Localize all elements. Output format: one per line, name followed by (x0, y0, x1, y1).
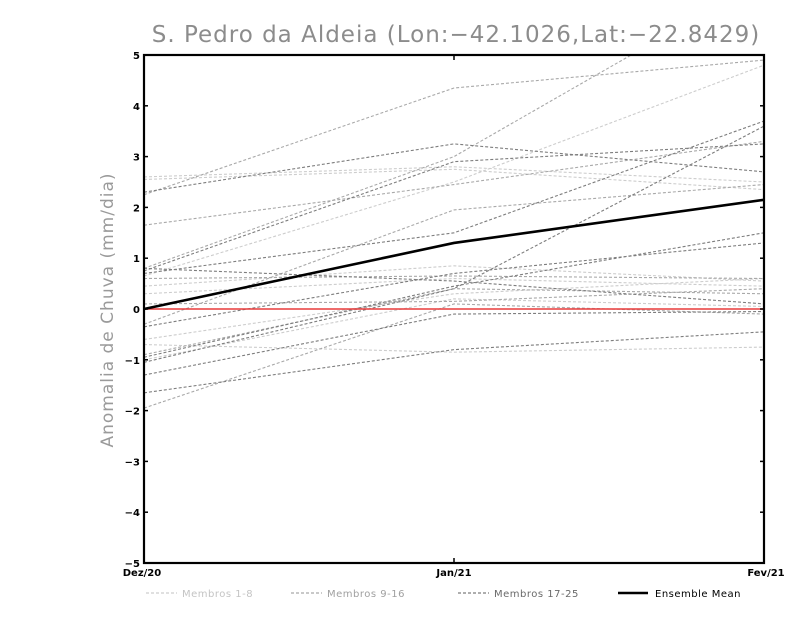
member-line-group1-4 (144, 265, 764, 287)
y-tick-label: −3 (125, 457, 140, 468)
y-tick-label: −2 (125, 407, 140, 418)
ensemble-mean-layer (143, 198, 765, 311)
member-line-group2-7 (144, 288, 764, 356)
chart-title: S. Pedro da Aldeia (Lon:−42.1026,Lat:−22… (152, 22, 761, 48)
member-line-group3-8 (144, 331, 764, 394)
member-line-group3-1 (144, 143, 764, 193)
legend-label: Membros 9-16 (327, 589, 405, 600)
legend-label: Membros 17-25 (494, 589, 579, 600)
member-line-group2-1 (144, 59, 764, 196)
y-tick-label: 1 (133, 254, 140, 265)
y-tick-label: 5 (133, 51, 140, 62)
member-line-group1-6 (144, 277, 764, 341)
x-tick-label: Fev/21 (747, 568, 784, 579)
ensemble-mean-line (143, 198, 765, 311)
y-tick-label: −1 (125, 356, 140, 367)
x-tick-label: Dez/20 (123, 568, 162, 579)
member-line-group2-5 (144, 275, 764, 280)
member-line-group3-3 (144, 120, 764, 274)
y-axis-label: Anomalia de Chuva (mm/dia) (98, 172, 118, 447)
member-line-group1-2 (144, 166, 764, 183)
member-line-group1-7 (144, 298, 764, 361)
member-lines (144, 55, 764, 409)
member-line-group3-5 (144, 232, 764, 358)
x-tick-label: Jan/21 (435, 568, 471, 579)
legend-label: Ensemble Mean (655, 589, 741, 600)
member-line-group3-4 (144, 242, 764, 328)
member-line-group3-9 (144, 267, 764, 305)
y-tick-label: 3 (133, 153, 140, 164)
member-line-group3-2 (144, 143, 764, 272)
member-line-group1-8 (144, 344, 764, 353)
axes: −5 −4 −3 −2 −1 0 1 2 3 4 5 Dez/20 Jan/21 Fev/21 (123, 51, 785, 579)
y-tick-label: −5 (125, 559, 140, 570)
y-tick-label: 4 (133, 102, 140, 113)
y-tick-label: 2 (133, 203, 140, 214)
y-tick-label: −4 (125, 508, 140, 519)
member-line-group3-7 (144, 310, 764, 376)
member-line-group2-2 (144, 140, 764, 226)
member-line-group3-6 (144, 125, 764, 363)
member-line-group2-4 (144, 183, 764, 325)
y-tick-label: 0 (133, 305, 140, 316)
legend: Membros 1-8 Membros 9-16 Membros 17-25 Ense… (146, 589, 741, 600)
member-line-group2-6 (144, 288, 764, 305)
member-line-group2-8 (144, 303, 764, 409)
member-line-group1-1 (144, 168, 764, 191)
member-line-group1-3 (144, 64, 764, 277)
legend-label: Membros 1-8 (182, 589, 253, 600)
